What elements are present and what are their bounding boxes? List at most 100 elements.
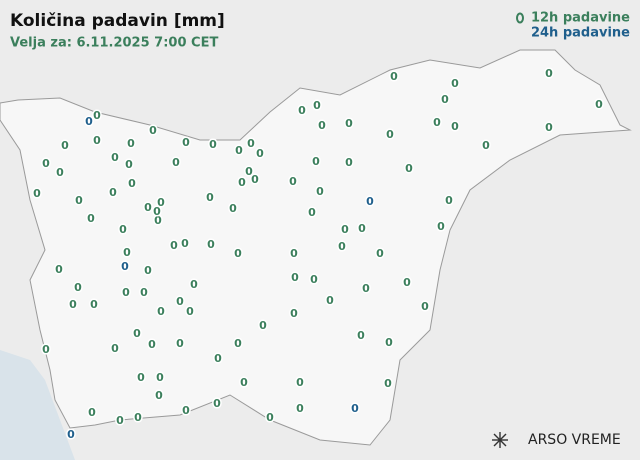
station-value: 0 bbox=[149, 124, 157, 137]
station-value: 0 bbox=[266, 411, 274, 424]
station-value: 0 bbox=[338, 240, 346, 253]
station-value: 0 bbox=[385, 336, 393, 349]
station-value: 0 bbox=[318, 119, 326, 132]
station-value: 0 bbox=[351, 402, 359, 415]
subtitle: Velja za: 6.11.2025 7:00 CET bbox=[10, 36, 218, 51]
station-value: 0 bbox=[111, 342, 119, 355]
station-value: 0 bbox=[386, 128, 394, 141]
station-value: 0 bbox=[545, 121, 553, 134]
station-value: 0 bbox=[134, 411, 142, 424]
station-value: 0 bbox=[308, 206, 316, 219]
station-value: 0 bbox=[251, 173, 259, 186]
station-value: 0 bbox=[366, 195, 374, 208]
station-value: 0 bbox=[376, 247, 384, 260]
station-value: 0 bbox=[451, 120, 459, 133]
station-value: 0 bbox=[437, 220, 445, 233]
station-value: 0 bbox=[247, 137, 255, 150]
station-value: 0 bbox=[345, 117, 353, 130]
station-value: 0 bbox=[176, 337, 184, 350]
station-value: 0 bbox=[153, 205, 161, 218]
station-value: 0 bbox=[362, 282, 370, 295]
station-value: 0 bbox=[234, 337, 242, 350]
station-value: 0 bbox=[326, 294, 334, 307]
station-value: 0 bbox=[451, 77, 459, 90]
station-value: 0 bbox=[125, 158, 133, 171]
station-value: 0 bbox=[42, 157, 50, 170]
station-value: 0 bbox=[235, 144, 243, 157]
station-value: 0 bbox=[116, 414, 124, 427]
station-value: 0 bbox=[214, 352, 222, 365]
station-value: 0 bbox=[291, 271, 299, 284]
station-value: 0 bbox=[358, 222, 366, 235]
station-value: 0 bbox=[595, 98, 603, 111]
station-value: 0 bbox=[90, 298, 98, 311]
station-value: 0 bbox=[170, 239, 178, 252]
station-value: 0 bbox=[289, 175, 297, 188]
station-value: 0 bbox=[88, 406, 96, 419]
station-value: 0 bbox=[128, 177, 136, 190]
station-value: 0 bbox=[259, 319, 267, 332]
station-value: 0 bbox=[93, 109, 101, 122]
station-value: 0 bbox=[209, 138, 217, 151]
logo: ARSO VREME bbox=[528, 432, 621, 448]
station-value: 0 bbox=[341, 223, 349, 236]
station-value: 0 bbox=[345, 156, 353, 169]
station-value: 0 bbox=[55, 263, 63, 276]
station-value: 0 bbox=[296, 376, 304, 389]
station-value: 0 bbox=[245, 165, 253, 178]
station-value: 0 bbox=[157, 305, 165, 318]
station-value: 0 bbox=[33, 187, 41, 200]
station-value: 0 bbox=[157, 196, 165, 209]
station-value: 0 bbox=[213, 397, 221, 410]
station-value: 0 bbox=[119, 223, 127, 236]
station-value: 0 bbox=[67, 428, 75, 441]
legend-symbol bbox=[516, 12, 524, 24]
station-value: 0 bbox=[433, 116, 441, 129]
station-value: 0 bbox=[229, 202, 237, 215]
station-value: 0 bbox=[316, 185, 324, 198]
station-value: 0 bbox=[148, 338, 156, 351]
station-value: 0 bbox=[140, 286, 148, 299]
station-value: 0 bbox=[357, 329, 365, 342]
station-value: 0 bbox=[144, 264, 152, 277]
sea bbox=[0, 350, 75, 460]
station-value: 0 bbox=[56, 166, 64, 179]
station-value: 0 bbox=[156, 371, 164, 384]
title: Količina padavin [mm] bbox=[10, 11, 225, 31]
station-value: 0 bbox=[133, 327, 141, 340]
station-value: 0 bbox=[87, 212, 95, 225]
station-value: 0 bbox=[121, 260, 129, 273]
station-value: 0 bbox=[298, 104, 306, 117]
station-value: 0 bbox=[181, 237, 189, 250]
logo-icon bbox=[492, 432, 508, 448]
station-value: 0 bbox=[290, 307, 298, 320]
legend-label: 12h padavine bbox=[531, 11, 630, 26]
station-value: 0 bbox=[405, 162, 413, 175]
station-value: 0 bbox=[182, 404, 190, 417]
station-value: 0 bbox=[403, 276, 411, 289]
station-value: 0 bbox=[111, 151, 119, 164]
station-value: 0 bbox=[137, 371, 145, 384]
station-value: 0 bbox=[238, 176, 246, 189]
station-value: 0 bbox=[155, 389, 163, 402]
station-value: 0 bbox=[69, 298, 77, 311]
station-value: 0 bbox=[74, 281, 82, 294]
station-value: 0 bbox=[75, 194, 83, 207]
station-value: 0 bbox=[545, 67, 553, 80]
station-value: 0 bbox=[206, 191, 214, 204]
station-value: 0 bbox=[390, 70, 398, 83]
station-value: 0 bbox=[441, 93, 449, 106]
station-value: 0 bbox=[85, 115, 93, 128]
station-value: 0 bbox=[445, 194, 453, 207]
station-value: 0 bbox=[190, 278, 198, 291]
station-value: 0 bbox=[176, 295, 184, 308]
station-value: 0 bbox=[123, 246, 131, 259]
station-value: 0 bbox=[61, 139, 69, 152]
station-value: 0 bbox=[122, 286, 130, 299]
country-border bbox=[0, 49, 632, 446]
station-value: 0 bbox=[127, 137, 135, 150]
station-value: 0 bbox=[186, 305, 194, 318]
station-value: 0 bbox=[482, 139, 490, 152]
